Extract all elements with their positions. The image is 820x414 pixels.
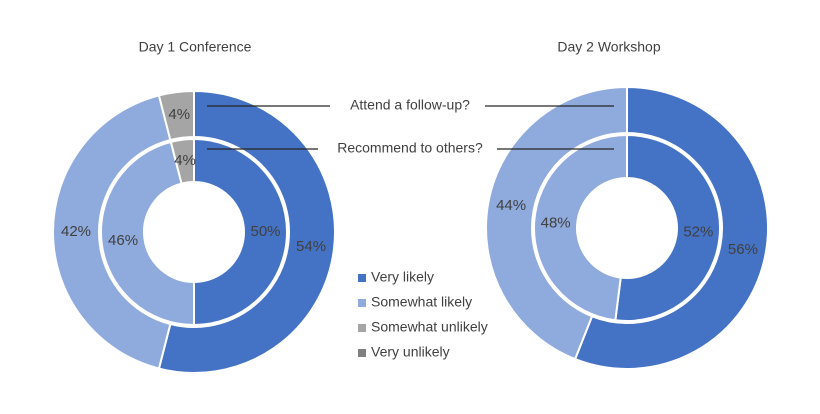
data-label: 4% (168, 106, 190, 123)
legend-label: Somewhat unlikely (371, 319, 488, 335)
ring-label: Attend a follow-up? (350, 97, 470, 113)
donut-segment (157, 89, 195, 142)
ring-label: Recommend to others? (337, 140, 483, 156)
donut-segment (533, 133, 628, 322)
donut-segment (614, 133, 721, 322)
legend-swatch (358, 274, 366, 282)
legend-label: Somewhat likely (371, 294, 472, 310)
data-label: 4% (174, 152, 196, 169)
data-label: 42% (61, 223, 91, 240)
chart-title: Day 2 Workshop (557, 39, 660, 55)
data-label: 48% (541, 214, 571, 231)
legend-swatch (358, 324, 366, 332)
chart-title: Day 1 Conference (139, 39, 252, 55)
donut-segment (100, 140, 195, 327)
data-label: 56% (728, 241, 758, 258)
data-label: 44% (496, 197, 526, 214)
donut-segment (485, 85, 628, 361)
legend-label: Very likely (371, 269, 434, 285)
legend-swatch (358, 299, 366, 307)
donut-segment (157, 89, 336, 374)
data-label: 46% (108, 232, 138, 249)
legend-label: Very unlikely (371, 344, 450, 360)
legend-swatch (358, 349, 366, 357)
donut-segment (52, 94, 172, 370)
data-label: 54% (296, 238, 326, 255)
data-label: 52% (683, 223, 713, 240)
data-label: 50% (250, 223, 280, 240)
donut-segment (573, 85, 769, 370)
donut-segment (193, 137, 288, 327)
donut-segment (169, 137, 195, 185)
